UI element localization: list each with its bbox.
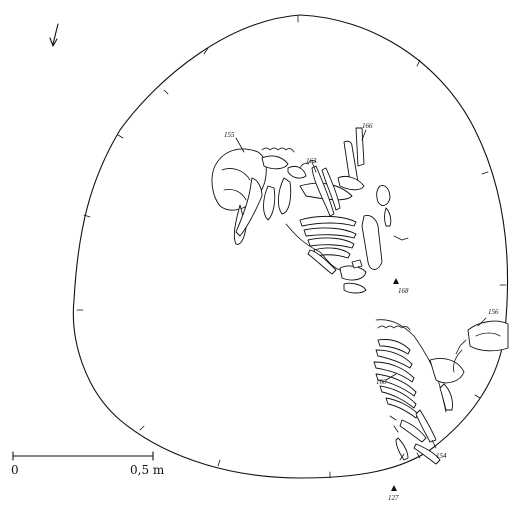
label-155: 155 bbox=[224, 131, 235, 139]
pit-outline bbox=[72, 14, 508, 479]
label-160: 160 bbox=[376, 378, 387, 386]
find-point-markers bbox=[391, 278, 399, 491]
label-127: 127 bbox=[388, 494, 399, 502]
scale-bar: 0 0,5 m bbox=[11, 451, 165, 477]
scale-start-label: 0 bbox=[11, 463, 19, 477]
skeleton-upper bbox=[211, 127, 409, 294]
label-156: 156 bbox=[488, 308, 499, 316]
triangle-marker-icon bbox=[393, 278, 399, 284]
label-166: 166 bbox=[362, 122, 373, 130]
label-168: 168 bbox=[398, 287, 409, 295]
triangle-marker-icon bbox=[391, 485, 397, 491]
north-arrow-icon bbox=[49, 23, 59, 47]
skeleton-lower bbox=[373, 319, 509, 465]
label-163: 163 bbox=[306, 157, 317, 165]
slope-hachures bbox=[76, 15, 507, 479]
leader-lines bbox=[235, 129, 487, 449]
label-154: 154 bbox=[436, 452, 447, 460]
scale-end-label: 0,5 m bbox=[130, 463, 165, 477]
feature-labels: 155 166 163 168 156 160 154 127 bbox=[224, 122, 499, 502]
